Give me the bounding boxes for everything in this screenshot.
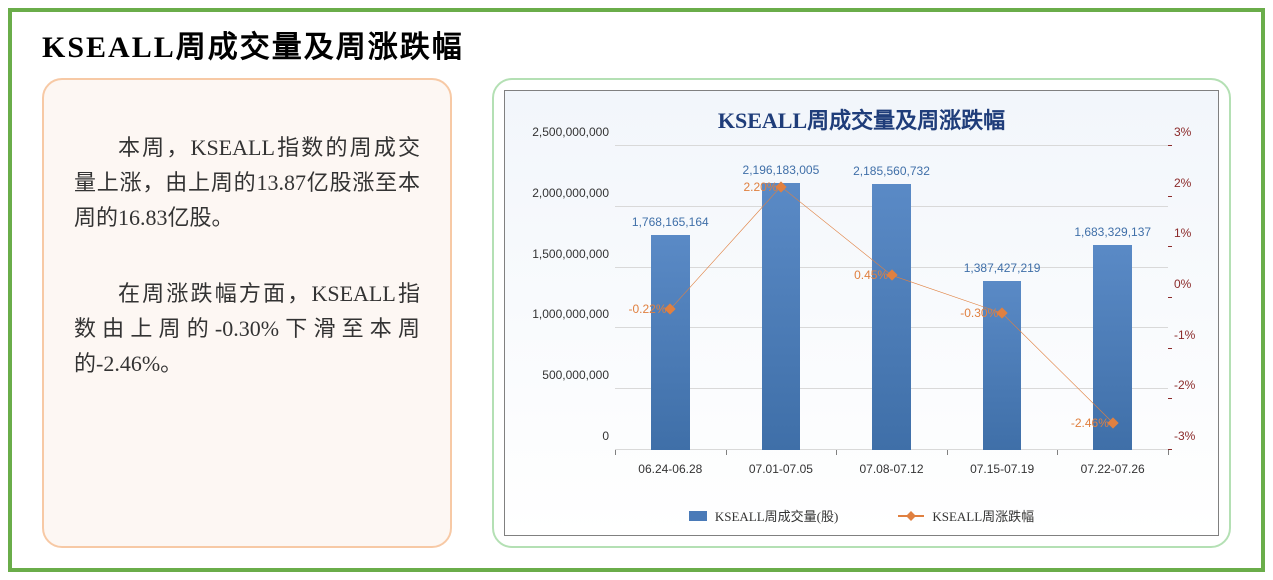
x-tick	[726, 450, 727, 455]
y-left-label: 1,000,000,000	[532, 307, 609, 321]
chart-inner: KSEALL周成交量及周涨跌幅 0500,000,0001,000,000,00…	[504, 90, 1219, 536]
content-row: 本周，KSEALL指数的周成交量上涨，由上周的13.87亿股涨至本周的16.83…	[42, 78, 1231, 548]
chart-panel: KSEALL周成交量及周涨跌幅 0500,000,0001,000,000,00…	[492, 78, 1231, 548]
x-tick	[947, 450, 948, 455]
x-category-label: 06.24-06.28	[638, 462, 702, 476]
y-right-tick	[1168, 398, 1172, 399]
x-tick	[1168, 450, 1169, 455]
y-right-tick	[1168, 297, 1172, 298]
y-right-label: -1%	[1174, 328, 1195, 342]
x-category-label: 07.22-07.26	[1081, 462, 1145, 476]
y-right-tick	[1168, 246, 1172, 247]
line-value-label: -0.22%	[628, 302, 666, 316]
legend-line-item: KSEALL周涨跌幅	[898, 506, 1034, 525]
legend-bar-label: KSEALL周成交量(股)	[715, 506, 839, 525]
legend-line-icon	[898, 515, 924, 517]
x-category-label: 07.15-07.19	[970, 462, 1034, 476]
x-category-label: 07.08-07.12	[859, 462, 923, 476]
line-value-label: 0.45%	[854, 268, 888, 282]
x-category-label: 07.01-07.05	[749, 462, 813, 476]
y-right-tick	[1168, 196, 1172, 197]
plot-area: 0500,000,0001,000,000,0001,500,000,0002,…	[615, 146, 1168, 450]
x-tick	[1057, 450, 1058, 455]
outer-frame: KSEALL周成交量及周涨跌幅 本周，KSEALL指数的周成交量上涨，由上周的1…	[8, 8, 1265, 572]
y-left-label: 2,000,000,000	[532, 186, 609, 200]
paragraph-1: 本周，KSEALL指数的周成交量上涨，由上周的13.87亿股涨至本周的16.83…	[74, 130, 420, 236]
legend-line-label: KSEALL周涨跌幅	[932, 506, 1034, 525]
y-right-label: 2%	[1174, 176, 1191, 190]
line-value-label: 2.20%	[743, 180, 777, 194]
y-right-label: -3%	[1174, 429, 1195, 443]
text-panel: 本周，KSEALL指数的周成交量上涨，由上周的13.87亿股涨至本周的16.83…	[42, 78, 452, 548]
line-value-label: -0.30%	[960, 306, 998, 320]
y-left-label: 500,000,000	[542, 368, 609, 382]
y-left-label: 2,500,000,000	[532, 125, 609, 139]
line-series	[615, 146, 1168, 450]
line-value-label: -2.46%	[1071, 416, 1109, 430]
legend: KSEALL周成交量(股) KSEALL周涨跌幅	[505, 506, 1218, 525]
y-left-label: 0	[602, 429, 609, 443]
y-right-label: 3%	[1174, 125, 1191, 139]
y-right-tick	[1168, 348, 1172, 349]
y-right-tick	[1168, 145, 1172, 146]
legend-bar-item: KSEALL周成交量(股)	[689, 506, 839, 525]
chart-title: KSEALL周成交量及周涨跌幅	[505, 91, 1218, 141]
x-tick	[836, 450, 837, 455]
paragraph-2: 在周涨跌幅方面，KSEALL指数由上周的-0.30%下滑至本周的-2.46%。	[74, 276, 420, 382]
page-title: KSEALL周成交量及周涨跌幅	[42, 22, 1231, 66]
legend-bar-icon	[689, 511, 707, 521]
y-left-label: 1,500,000,000	[532, 247, 609, 261]
y-right-label: -2%	[1174, 378, 1195, 392]
x-tick	[615, 450, 616, 455]
y-right-label: 1%	[1174, 226, 1191, 240]
y-right-label: 0%	[1174, 277, 1191, 291]
